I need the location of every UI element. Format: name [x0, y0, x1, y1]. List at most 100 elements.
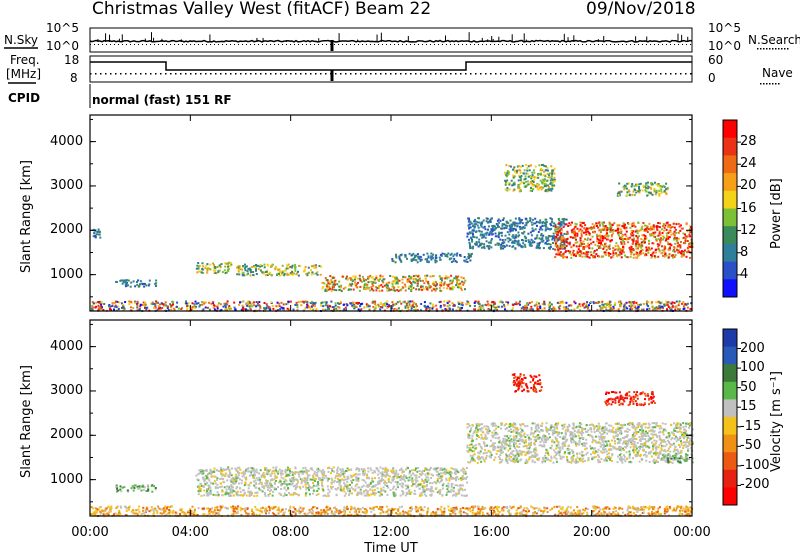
- panel-0-cell: [431, 290, 433, 292]
- panel-0-cell: [224, 308, 226, 310]
- panel-0-cell: [375, 307, 377, 309]
- nsearch-dot: [462, 44, 463, 45]
- panel-0-cell: [315, 302, 317, 304]
- panel-0-cell: [530, 245, 532, 247]
- panel-0-cell: [126, 279, 128, 281]
- nave-dot: [475, 73, 477, 75]
- nsearch-dot: [306, 44, 307, 45]
- panel-0-cell: [526, 307, 528, 309]
- panel-0-colorbar-segment: [723, 262, 737, 280]
- panel-0-cell: [589, 227, 591, 229]
- nsearch-dot: [198, 44, 199, 45]
- panel-1-cell: [385, 511, 387, 513]
- panel-0-cell: [305, 273, 307, 275]
- panel-1-cell: [277, 509, 279, 511]
- panel-0-cell: [679, 226, 681, 228]
- panel-0-cell: [459, 254, 461, 256]
- panel-0-cell: [609, 301, 611, 303]
- panel-1-cell: [643, 512, 645, 514]
- panel-0-cell: [491, 238, 493, 240]
- panel-0-cell: [563, 306, 565, 308]
- panel-0-cell: [667, 304, 669, 306]
- panel-0-cell: [138, 285, 140, 287]
- panel-0-cell: [539, 247, 541, 249]
- nsearch-dot: [378, 44, 379, 45]
- nave-legend-dot: [778, 83, 780, 85]
- panel-0-cell: [608, 252, 610, 254]
- panel-0-cell: [176, 306, 178, 308]
- nave-dot: [395, 73, 397, 75]
- panel-0-cell: [586, 301, 588, 303]
- panel-0-cell: [359, 275, 361, 277]
- panel-0-cell: [648, 186, 650, 188]
- panel-0-cell: [535, 222, 537, 224]
- nsearch-dot: [146, 44, 147, 45]
- panel-1-cell: [373, 507, 375, 509]
- panel-0-cell: [331, 290, 333, 292]
- panel-0-cell: [455, 260, 457, 262]
- nave-dot: [480, 73, 482, 75]
- panel-1-cell: [137, 487, 139, 489]
- panel-0-cell: [537, 308, 539, 310]
- panel-1-cell: [142, 507, 144, 509]
- panel-0-cell: [654, 231, 656, 233]
- panel-0-cell: [615, 245, 617, 247]
- panel-0-cell: [686, 251, 688, 253]
- panel-0-cell: [552, 242, 554, 244]
- panel-0-cell: [463, 277, 465, 279]
- panel-1-cell: [171, 505, 173, 507]
- nsearch-dot: [370, 44, 371, 45]
- panel-0-cell: [416, 305, 418, 307]
- panel-0-cell: [579, 303, 581, 305]
- panel-0-cell: [611, 308, 613, 310]
- panel-0-cell: [550, 244, 552, 246]
- panel-0-cell: [602, 240, 604, 242]
- panel-0-cell: [372, 301, 374, 303]
- nsearch-dot: [590, 44, 591, 45]
- panel-0-cell: [535, 228, 537, 230]
- panel-0-cell: [557, 252, 559, 254]
- panel-0-cell: [589, 239, 591, 241]
- panel-1-cell: [587, 508, 589, 510]
- panel-0-cell: [566, 238, 568, 240]
- panel-1-cell: [386, 506, 388, 508]
- panel-0-cell: [538, 231, 540, 233]
- panel-0-cell: [320, 302, 322, 304]
- panel-0-cell: [531, 301, 533, 303]
- panel-1-cell: [213, 494, 215, 496]
- panel-0-cell: [488, 234, 490, 236]
- panel-0-cell: [507, 231, 509, 233]
- panel-0-cell: [601, 304, 603, 306]
- panel-1-cell: [289, 506, 291, 508]
- panel-0-cell: [597, 227, 599, 229]
- panel-0-cell: [615, 252, 617, 254]
- panel-0-cell: [293, 309, 295, 311]
- panel-0-cell: [140, 304, 142, 306]
- panel-0-cell: [435, 257, 437, 259]
- panel-0-cell: [510, 220, 512, 222]
- panel-1-cell: [415, 467, 417, 469]
- panel-0-cell: [633, 191, 635, 193]
- panel-0-cell: [471, 241, 473, 243]
- panel-0-cell: [657, 308, 659, 310]
- nave-dot: [355, 73, 357, 75]
- panel-0-cell: [647, 182, 649, 184]
- panel-1-cell: [653, 506, 655, 508]
- panel-0-cell: [633, 257, 635, 259]
- panel-1-cell: [558, 510, 560, 512]
- panel-1-cell: [145, 490, 147, 492]
- nave-dot: [215, 73, 217, 75]
- panel-0-cell: [605, 307, 607, 309]
- panel-0-cell: [684, 250, 686, 252]
- panel-0-cell: [519, 222, 521, 224]
- panel-0-cell: [622, 250, 624, 252]
- panel-0-cell: [401, 279, 403, 281]
- panel-0-cell: [366, 305, 368, 307]
- panel-0-cell: [561, 229, 563, 231]
- panel-0-cell: [202, 308, 204, 310]
- panel-0-cell: [116, 306, 118, 308]
- panel-1-cell: [116, 506, 118, 508]
- panel-0-cell: [624, 243, 626, 245]
- panel-0-cell: [294, 304, 296, 306]
- panel-0-cell: [687, 247, 689, 249]
